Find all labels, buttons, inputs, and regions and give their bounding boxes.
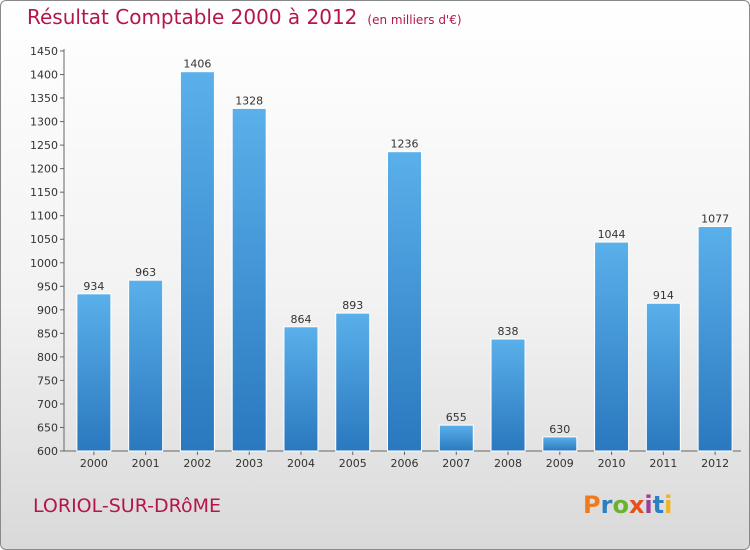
y-tick-label: 1100: [30, 210, 58, 223]
chart-subtitle: (en milliers d'€): [367, 13, 462, 27]
y-tick-label: 1200: [30, 163, 58, 176]
y-tick-label: 1150: [30, 186, 58, 199]
bar-2002: [179, 71, 215, 452]
x-tick-label-2009: 2009: [546, 457, 574, 470]
bar-2011: [645, 302, 681, 452]
y-tick-label: 600: [37, 445, 58, 458]
town-name: LORIOL-SUR-DRôME: [33, 495, 221, 517]
chart-labels: 2000 934 2001 963 2002 1406 2003 1328 2004 864 200…: [80, 58, 729, 470]
x-tick-label-2001: 2001: [132, 457, 160, 470]
x-tick-label-2008: 2008: [494, 457, 522, 470]
data-label-2002: 1406: [183, 58, 211, 71]
data-label-2003: 1328: [235, 94, 263, 107]
x-tick-label-2002: 2002: [183, 457, 211, 470]
y-tick-label: 700: [37, 398, 58, 411]
proxiti-logo[interactable]: Proxiti: [583, 491, 672, 519]
bar-2010: [594, 241, 630, 452]
bar-2012: [697, 226, 733, 452]
logo-letter: r: [600, 491, 613, 519]
y-tick-label: 800: [37, 351, 58, 364]
bar-2004: [283, 326, 319, 452]
bar-2001: [128, 279, 164, 452]
y-tick-label: 750: [37, 374, 58, 387]
y-tick-label: 1250: [30, 139, 58, 152]
logo-letter: P: [583, 491, 601, 519]
data-label-2010: 1044: [598, 228, 626, 241]
bar-2005: [335, 312, 371, 452]
x-tick-label-2010: 2010: [598, 457, 626, 470]
chart-bars: [76, 71, 733, 452]
x-tick-label-2011: 2011: [649, 457, 677, 470]
data-label-2008: 838: [498, 325, 519, 338]
x-tick-label-2012: 2012: [701, 457, 729, 470]
bar-2009: [542, 436, 578, 452]
y-tick-label: 950: [37, 280, 58, 293]
y-tick-label: 1050: [30, 233, 58, 246]
y-tick-label: 1300: [30, 116, 58, 129]
data-label-2011: 914: [653, 289, 674, 302]
data-label-2006: 1236: [391, 138, 419, 151]
y-tick-label: 1450: [30, 45, 58, 58]
bar-2003: [231, 107, 267, 452]
bar-2006: [387, 151, 422, 452]
x-tick-label-2003: 2003: [235, 457, 263, 470]
y-tick-label: 1000: [30, 257, 58, 270]
data-label-2012: 1077: [701, 213, 729, 226]
chart-title-group: Résultat Comptable 2000 à 2012 (en millie…: [27, 5, 462, 29]
x-tick-label-2004: 2004: [287, 457, 315, 470]
chart-title: Résultat Comptable 2000 à 2012: [27, 5, 358, 29]
bar-2008: [490, 338, 526, 452]
data-label-2004: 864: [290, 313, 311, 326]
data-label-2005: 893: [342, 299, 363, 312]
x-tick-label-2000: 2000: [80, 457, 108, 470]
data-label-2000: 934: [83, 280, 104, 293]
logo-letter: x: [628, 491, 645, 519]
y-tick-label: 1400: [30, 69, 58, 82]
bar-2007: [438, 424, 474, 452]
data-label-2009: 630: [549, 423, 570, 436]
logo-letter: i: [644, 491, 653, 519]
x-tick-label-2006: 2006: [391, 457, 419, 470]
logo-letter: t: [652, 491, 665, 519]
x-tick-label-2005: 2005: [339, 457, 367, 470]
x-tick-label-2007: 2007: [442, 457, 470, 470]
y-tick-label: 850: [37, 327, 58, 340]
logo-letter: i: [664, 491, 673, 519]
y-tick-label: 650: [37, 421, 58, 434]
data-label-2007: 655: [446, 411, 467, 424]
bar-2000: [76, 293, 112, 452]
y-tick-label: 900: [37, 304, 58, 317]
y-tick-label: 1350: [30, 92, 58, 105]
data-label-2001: 963: [135, 266, 156, 279]
logo-letter: o: [612, 491, 629, 519]
chart-axes: 600 650 700 750 800 850 900 950 1000 1050 1100 1150…: [30, 45, 741, 458]
